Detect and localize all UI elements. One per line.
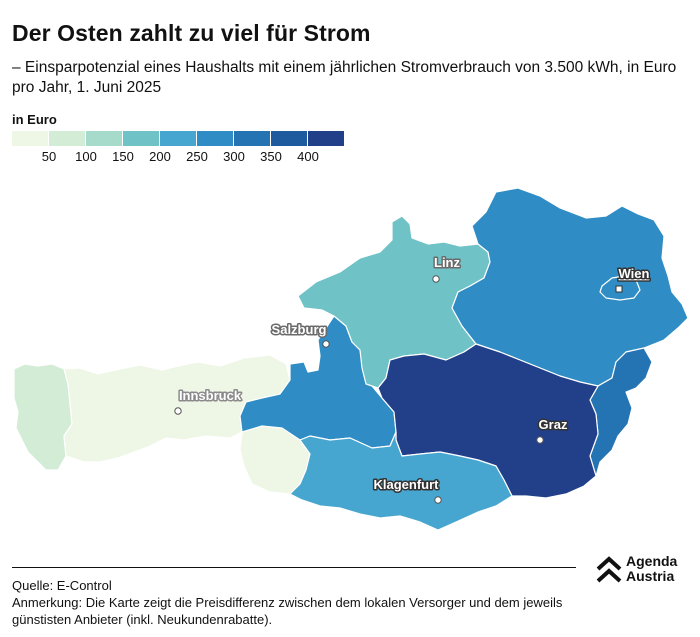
- region-vorarlberg: [13, 363, 73, 471]
- chart-subtitle: – Einsparpotenzial eines Haushalts mit e…: [12, 59, 677, 96]
- city-label-linz: Linz: [434, 255, 460, 270]
- logo-text: Agenda Austria: [626, 554, 677, 584]
- legend-swatches: [12, 131, 352, 146]
- city-label-salzburg: Salzburg: [272, 322, 327, 337]
- austria-map: Linz Wien Salzburg Innsbruck Graz Klagen…: [13, 187, 689, 530]
- legend-swatch: [12, 131, 48, 146]
- salzburg-marker: [322, 340, 330, 348]
- legend-label: 400: [297, 149, 319, 164]
- legend-swatch: [86, 131, 122, 146]
- region-kaernten: [289, 431, 513, 530]
- logo-line-1: Agenda: [626, 553, 678, 569]
- city-label-graz: Graz: [539, 417, 568, 432]
- legend-label: 150: [112, 149, 134, 164]
- city-label-wien: Wien: [619, 266, 650, 281]
- region-niederoesterreich: [451, 187, 689, 387]
- color-legend: 50 100 150 200 250 300 350 400: [12, 131, 352, 164]
- chart-title: Der Osten zahlt zu viel für Strom: [12, 20, 371, 46]
- legend-label: 250: [186, 149, 208, 164]
- legend-swatch: [160, 131, 196, 146]
- legend-swatch: [308, 131, 344, 146]
- annotation-note: Anmerkung: Die Karte zeigt die Preisdiff…: [12, 595, 563, 627]
- legend-swatch: [197, 131, 233, 146]
- agenda-austria-logo: Agenda Austria: [596, 554, 677, 584]
- legend-labels: 50 100 150 200 250 300 350 400: [12, 146, 352, 164]
- city-label-klagenfurt: Klagenfurt: [374, 477, 440, 492]
- footer-divider: [12, 567, 576, 568]
- innsbruck-marker: [174, 407, 182, 415]
- legend-swatch: [49, 131, 85, 146]
- klagenfurt-marker: [434, 496, 442, 504]
- legend-swatch: [271, 131, 307, 146]
- city-label-innsbruck: Innsbruck: [179, 388, 242, 403]
- legend-label: 50: [41, 149, 57, 164]
- footer-notes: Quelle: E-Control Anmerkung: Die Karte z…: [12, 577, 582, 628]
- legend-title: in Euro: [12, 112, 57, 127]
- logo-line-2: Austria: [626, 568, 675, 584]
- legend-swatch: [123, 131, 159, 146]
- graz-marker: [536, 436, 544, 444]
- wien-marker: [615, 285, 623, 293]
- logo-chevron-icon: [596, 556, 622, 583]
- legend-label: 200: [149, 149, 171, 164]
- legend-swatch: [234, 131, 270, 146]
- legend-label: 100: [75, 149, 97, 164]
- linz-marker: [432, 275, 440, 283]
- legend-label: 350: [260, 149, 282, 164]
- legend-label: 300: [223, 149, 245, 164]
- source-note: Quelle: E-Control: [12, 578, 112, 593]
